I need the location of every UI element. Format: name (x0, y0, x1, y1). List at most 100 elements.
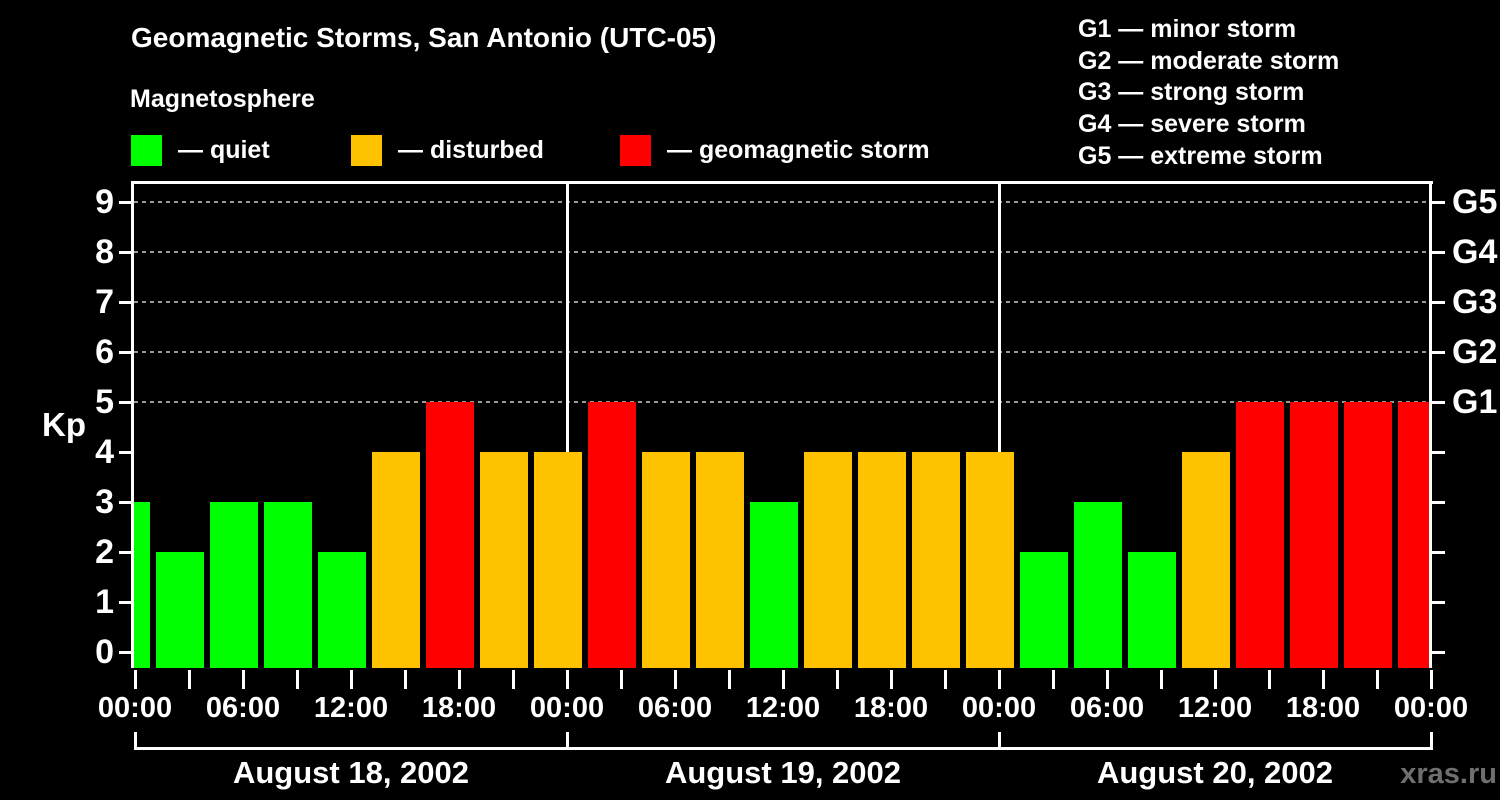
x-tick-label: 18:00 (1285, 692, 1361, 724)
y-tick-label: 1 (95, 583, 114, 621)
x-tick (997, 670, 1001, 689)
date-label: August 20, 2002 (1096, 755, 1334, 790)
y-tick-label: 2 (95, 533, 114, 571)
x-tick (1159, 670, 1163, 689)
kp-bar (156, 552, 204, 668)
x-tick-label: 18:00 (853, 692, 929, 724)
x-tick (889, 670, 893, 689)
y-tick-label: 0 (95, 633, 114, 671)
y-tick-label: 4 (95, 433, 114, 471)
x-tick-label: 00:00 (961, 692, 1037, 724)
x-tick (1105, 670, 1109, 689)
y-tick-label: 5 (95, 383, 114, 421)
g-axis-label: G5 (1452, 183, 1498, 221)
y-tick-right (1432, 251, 1445, 254)
bracket-line (134, 747, 1432, 750)
x-tick (349, 670, 353, 689)
watermark: xras.ru (1400, 758, 1497, 790)
gridline (134, 251, 1430, 253)
y-tick-right (1432, 401, 1445, 404)
legend-label: — disturbed (398, 136, 544, 164)
kp-bar (1074, 502, 1122, 668)
kp-bar (480, 452, 528, 668)
kp-bar (804, 452, 852, 668)
x-tick (241, 670, 245, 689)
g-axis-label: G1 (1452, 383, 1498, 421)
y-tick-label: 9 (95, 183, 114, 221)
x-tick-label: 06:00 (1069, 692, 1145, 724)
page-title: Geomagnetic Storms, San Antonio (UTC-05) (131, 22, 717, 53)
y-tick-right (1432, 351, 1445, 354)
y-tick-left (119, 351, 131, 354)
x-tick (187, 670, 191, 689)
y-tick-left (119, 551, 131, 554)
kp-bar (1020, 552, 1068, 668)
x-tick (457, 670, 461, 689)
g-axis-label: G2 (1452, 333, 1498, 371)
gridline (134, 301, 1430, 303)
y-tick-left (119, 401, 131, 404)
g-scale-legend-item: G2 — moderate storm (1078, 46, 1340, 75)
x-tick (295, 670, 299, 689)
x-tick (133, 670, 137, 689)
kp-bar (1344, 402, 1392, 668)
bracket-tick (1429, 732, 1433, 750)
y-tick-right (1432, 551, 1445, 554)
gridline (134, 351, 1430, 353)
legend-swatch (351, 135, 382, 166)
kp-bar (210, 502, 258, 668)
y-axis-left (131, 181, 134, 668)
y-tick-left (119, 451, 131, 454)
kp-bar (696, 452, 744, 668)
bracket-tick (997, 732, 1001, 750)
kp-axis-title: Kp (42, 406, 86, 443)
x-tick (781, 670, 785, 689)
kp-bar (966, 452, 1014, 668)
x-tick-label: 00:00 (1393, 692, 1469, 724)
kp-bar (1236, 402, 1284, 668)
y-tick-left (119, 301, 131, 304)
y-tick-left (119, 651, 131, 654)
legend-item: — disturbed (351, 135, 544, 166)
x-tick (835, 670, 839, 689)
kp-bar (642, 452, 690, 668)
x-tick (511, 670, 515, 689)
g-axis-label: G3 (1452, 283, 1498, 321)
x-tick (673, 670, 677, 689)
g-scale-legend-item: G4 — severe storm (1078, 110, 1306, 139)
kp-bar (426, 402, 474, 668)
g-scale-legend-item: G3 — strong storm (1078, 78, 1305, 107)
x-tick (1321, 670, 1325, 689)
kp-bar (134, 502, 150, 668)
x-tick (1375, 670, 1379, 689)
y-tick-right (1432, 651, 1445, 654)
y-tick-left (119, 501, 131, 504)
y-tick-right (1432, 601, 1445, 604)
legend-label: — geomagnetic storm (667, 136, 930, 164)
y-tick-right (1432, 451, 1445, 454)
bracket-tick (565, 732, 569, 750)
x-tick (727, 670, 731, 689)
kp-bar (750, 502, 798, 668)
x-tick-label: 06:00 (637, 692, 713, 724)
kp-bar (372, 452, 420, 668)
g-axis-label: G4 (1452, 233, 1498, 271)
y-tick-right (1432, 501, 1445, 504)
bracket-tick (133, 732, 137, 750)
legend-swatch (620, 135, 651, 166)
kp-bar (1398, 402, 1430, 668)
x-tick (565, 670, 569, 689)
y-tick-label: 3 (95, 483, 114, 521)
y-tick-left (119, 601, 131, 604)
y-tick-right (1432, 301, 1445, 304)
kp-bar (912, 452, 960, 668)
x-tick (1267, 670, 1271, 689)
date-label: August 19, 2002 (664, 755, 902, 790)
legend-swatch (131, 135, 162, 166)
date-label: August 18, 2002 (232, 755, 470, 790)
kp-bar (1290, 402, 1338, 668)
x-tick-label: 12:00 (745, 692, 821, 724)
x-tick (1429, 670, 1433, 689)
kp-bar (1128, 552, 1176, 668)
